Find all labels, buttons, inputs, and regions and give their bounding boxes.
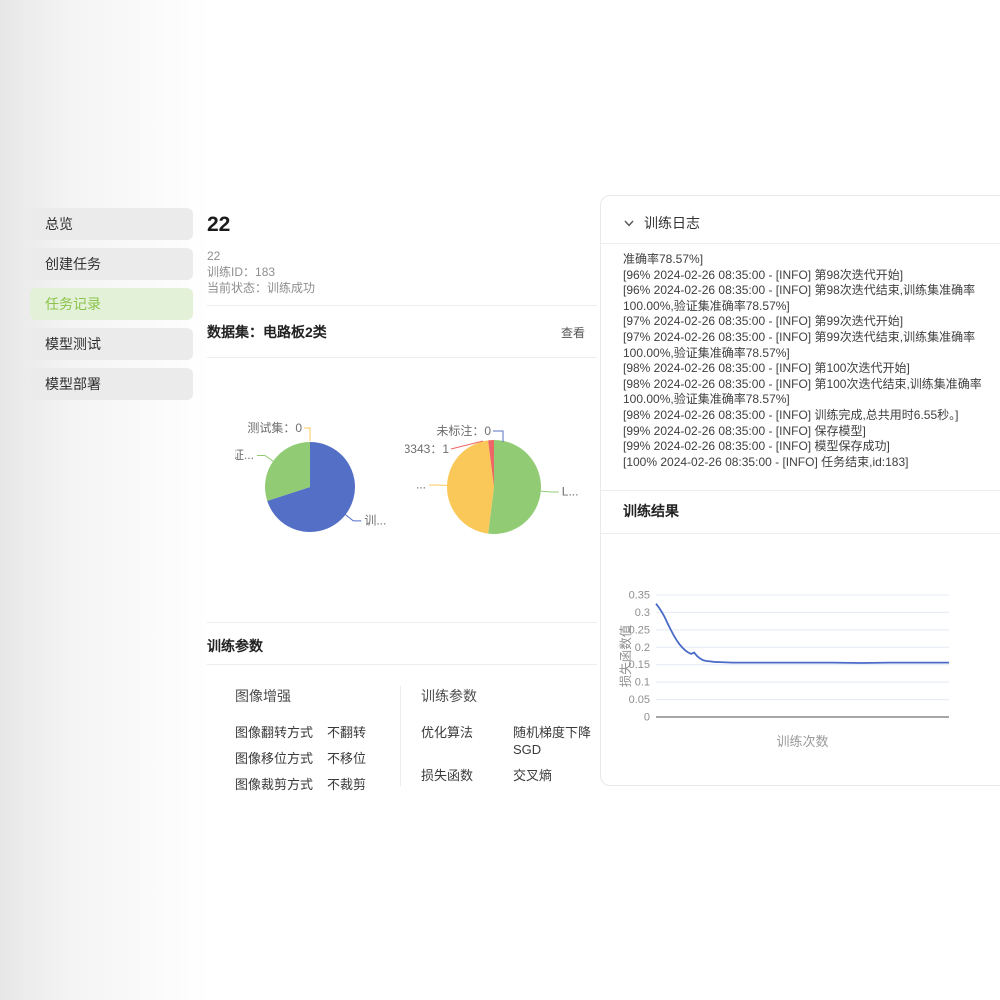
task-name: 22 bbox=[207, 249, 221, 263]
x-axis-label: 训练次数 bbox=[776, 734, 828, 749]
dataset-labels-pie-chart: L...... 3343：1 未标注：0 bbox=[405, 423, 579, 534]
param-group-train: 训练参数优化算法 随机梯度下降 SGD 损失函数 交叉熵 bbox=[421, 686, 606, 793]
pie-label: 训... bbox=[364, 513, 386, 527]
result-heading: 训练结果 bbox=[623, 503, 679, 519]
param-row: 图像移位方式 不移位 bbox=[235, 750, 420, 767]
dataset-split-pie-chart: 训... 验证... 测试集：0 bbox=[235, 420, 386, 532]
divider bbox=[601, 533, 1000, 534]
divider bbox=[601, 243, 1000, 244]
chevron-down-icon[interactable] bbox=[623, 217, 635, 229]
page-title: 22 bbox=[207, 213, 231, 236]
param-value: 不翻转 bbox=[327, 725, 367, 740]
param-label: 优化算法 bbox=[421, 725, 474, 740]
y-tick-label: 0.3 bbox=[635, 607, 650, 619]
y-tick-label: 0.25 bbox=[629, 624, 650, 636]
log-line: [97% 2024-02-26 08:35:00 - [INFO] 第99次迭代… bbox=[623, 329, 976, 360]
log-line: [96% 2024-02-26 08:35:00 - [INFO] 第98次迭代… bbox=[623, 267, 904, 282]
task-id-row: 训练ID：183 bbox=[207, 265, 276, 279]
sidebar-item[interactable]: 创建任务 bbox=[30, 248, 193, 280]
divider bbox=[601, 490, 1000, 491]
y-tick-label: 0 bbox=[644, 712, 650, 724]
param-row: 图像翻转方式 不翻转 bbox=[235, 724, 420, 741]
divider bbox=[207, 622, 597, 623]
pie-label-leader bbox=[304, 427, 311, 441]
log-line: [96% 2024-02-26 08:35:00 - [INFO] 第98次迭代… bbox=[623, 283, 976, 313]
log-heading: 训练日志 bbox=[644, 215, 700, 231]
param-label: 损失函数 bbox=[421, 768, 474, 783]
task-status-row: 当前状态：训练成功 bbox=[207, 281, 316, 295]
pie-slice[interactable] bbox=[488, 440, 494, 487]
log-line: [99% 2024-02-26 08:35:00 - [INFO] 模型保存成功… bbox=[623, 439, 890, 454]
pie-slice[interactable] bbox=[447, 440, 494, 534]
sidebar: 总览创建任务任务记录模型测试模型部署 bbox=[30, 208, 193, 408]
pie-label: ... bbox=[416, 478, 426, 492]
y-tick-label: 0.2 bbox=[635, 642, 650, 654]
y-tick-label: 0.15 bbox=[629, 659, 650, 671]
param-group-title: 图像增强 bbox=[235, 688, 291, 704]
param-label: 图像翻转方式 bbox=[235, 725, 314, 740]
pie-slice[interactable] bbox=[267, 442, 355, 532]
sidebar-item[interactable]: 任务记录 bbox=[30, 288, 193, 320]
param-group-title: 训练参数 bbox=[421, 688, 477, 704]
log-scroll-area[interactable]: 准确率78.57%] [96% 2024-02-26 08:35:00 - [IN… bbox=[623, 252, 993, 480]
task-meta: 22 训练ID：183 当前状态：训练成功 bbox=[207, 248, 315, 296]
dataset-view-link[interactable]: 查看 bbox=[560, 326, 585, 340]
sidebar-item[interactable]: 模型测试 bbox=[30, 328, 193, 360]
pie-slice[interactable] bbox=[265, 442, 310, 501]
pie-label-leader bbox=[493, 430, 504, 442]
param-group-augment: 图像增强 图像翻转方式 不翻转 图像移位方式 不移位 图像裁剪方式 不裁剪 bbox=[235, 686, 420, 802]
param-value: 交叉熵 bbox=[513, 768, 553, 783]
log-header: 训练日志 bbox=[623, 213, 700, 233]
main-column: 22 22 训练ID：183 当前状态：训练成功 数据集：电路板2类 查看 训.… bbox=[207, 208, 597, 792]
param-row: 损失函数 交叉熵 bbox=[421, 767, 606, 784]
y-tick-label: 0.05 bbox=[629, 694, 650, 706]
pie-label-leader bbox=[540, 490, 559, 493]
log-line: [98% 2024-02-26 08:35:00 - [INFO] 训练完成,总… bbox=[623, 407, 959, 422]
pie-label: 3343：1 bbox=[405, 442, 449, 456]
sidebar-item[interactable]: 模型部署 bbox=[30, 368, 193, 400]
log-line: [100% 2024-02-26 08:35:00 - [INFO] 任务结束,… bbox=[623, 454, 909, 469]
param-label: 图像移位方式 bbox=[235, 751, 314, 766]
param-label: 图像裁剪方式 bbox=[235, 777, 314, 792]
train-params-heading: 训练参数 bbox=[207, 638, 263, 654]
right-panel: 训练日志 准确率78.57%] [96% 2024-02-26 08:35:00 … bbox=[600, 195, 1000, 786]
params-vertical-divider bbox=[400, 686, 401, 786]
pie-label-leader bbox=[256, 454, 274, 462]
log-line: [97% 2024-02-26 08:35:00 - [INFO] 第99次迭代… bbox=[623, 314, 904, 329]
y-axis-label: 损失函数值 bbox=[618, 625, 633, 688]
divider bbox=[207, 357, 597, 358]
divider bbox=[207, 664, 597, 665]
param-row: 图像裁剪方式 不裁剪 bbox=[235, 776, 420, 793]
log-line: [99% 2024-02-26 08:35:00 - [INFO] 保存模型] bbox=[623, 423, 866, 438]
log-line: [98% 2024-02-26 08:35:00 - [INFO] 第100次迭… bbox=[623, 376, 982, 407]
pie-label: 未标注：0 bbox=[436, 423, 491, 438]
pie-label: 测试集：0 bbox=[247, 420, 302, 435]
y-tick-label: 0.1 bbox=[635, 677, 650, 689]
divider bbox=[207, 305, 597, 306]
param-value: 不裁剪 bbox=[327, 777, 367, 792]
pie-label-leader bbox=[450, 440, 484, 450]
log-line: 准确率78.57%] bbox=[623, 252, 704, 266]
pie-label: L... bbox=[562, 484, 579, 498]
pie-label-leader bbox=[345, 514, 362, 522]
pie-label: 验证... bbox=[235, 447, 254, 462]
y-tick-label: 0.35 bbox=[629, 590, 650, 602]
dataset-heading: 数据集：电路板2类 bbox=[207, 324, 327, 340]
sidebar-item[interactable]: 总览 bbox=[30, 208, 193, 240]
pie-slice[interactable] bbox=[488, 440, 541, 534]
log-line: [98% 2024-02-26 08:35:00 - [INFO] 第100次迭… bbox=[623, 361, 910, 376]
param-row: 优化算法 随机梯度下降 SGD bbox=[421, 724, 606, 758]
param-value: 不移位 bbox=[327, 751, 367, 766]
param-value: 随机梯度下降 SGD bbox=[513, 725, 592, 757]
loss-line-series bbox=[655, 603, 949, 664]
